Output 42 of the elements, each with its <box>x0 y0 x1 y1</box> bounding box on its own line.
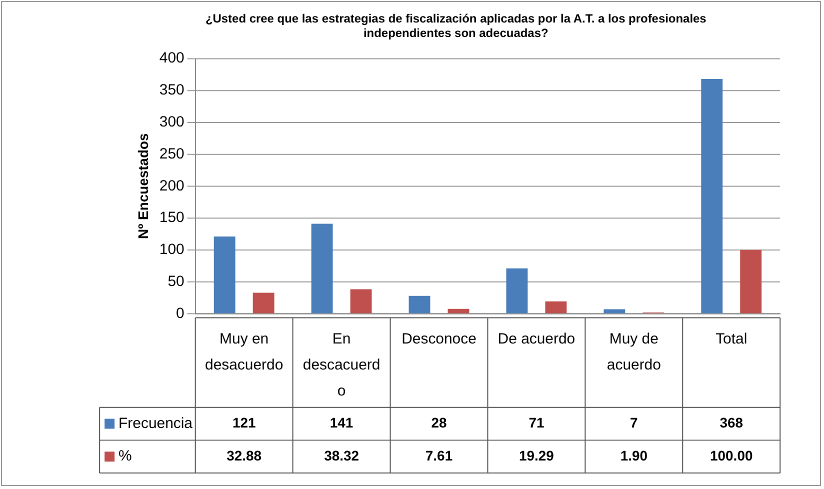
x-tick-label: Desconoce <box>402 330 476 348</box>
y-tick-label: 350 <box>159 82 184 99</box>
legend-label: Frecuencia <box>118 414 194 432</box>
bar <box>604 309 626 314</box>
x-tick-label: Muy en desacuerdo <box>205 330 284 374</box>
data-label: 368 <box>720 414 744 431</box>
data-label: 19.29 <box>518 447 554 464</box>
bar <box>448 308 470 314</box>
data-label: 141 <box>330 414 354 431</box>
bar <box>701 78 723 314</box>
y-tick-label: 400 <box>159 50 184 67</box>
y-tick-label: 0 <box>176 304 184 322</box>
bar <box>214 236 236 314</box>
bar <box>252 292 274 314</box>
bar <box>311 224 333 314</box>
bar <box>506 268 528 314</box>
data-label: 1.90 <box>620 447 648 464</box>
y-tick-label: 200 <box>159 177 184 194</box>
data-label: 71 <box>528 414 544 431</box>
bar <box>740 250 762 314</box>
data-label: 32.88 <box>226 447 262 464</box>
data-label: 28 <box>431 414 447 431</box>
data-label: 7 <box>630 414 638 431</box>
y-tick-label: 250 <box>159 145 184 162</box>
data-label: 121 <box>232 414 256 431</box>
x-tick-label: Muy de acuerdo <box>606 330 661 374</box>
x-tick-label: Total <box>716 330 748 348</box>
bar <box>350 289 372 314</box>
legend-label: % <box>118 448 132 465</box>
y-tick-label: 300 <box>159 113 184 130</box>
data-label: 100.00 <box>710 447 753 464</box>
bar <box>408 296 430 314</box>
chart-title: ¿Usted cree que las estrategias de fiscalización aplicadas por la A.T. a los profesionales independientes son adecuadas? <box>205 11 707 40</box>
data-label: 7.61 <box>425 447 453 464</box>
y-tick-label: 50 <box>168 272 184 290</box>
y-axis-title: Nº Encuestados <box>134 133 151 239</box>
data-label: 38.32 <box>324 447 360 464</box>
y-tick-label: 100 <box>159 241 184 258</box>
y-tick-label: 150 <box>159 209 184 226</box>
x-tick-label: En descacuerdo <box>302 330 380 400</box>
bar <box>545 301 567 314</box>
x-tick-label: De acuerdo <box>498 330 576 348</box>
